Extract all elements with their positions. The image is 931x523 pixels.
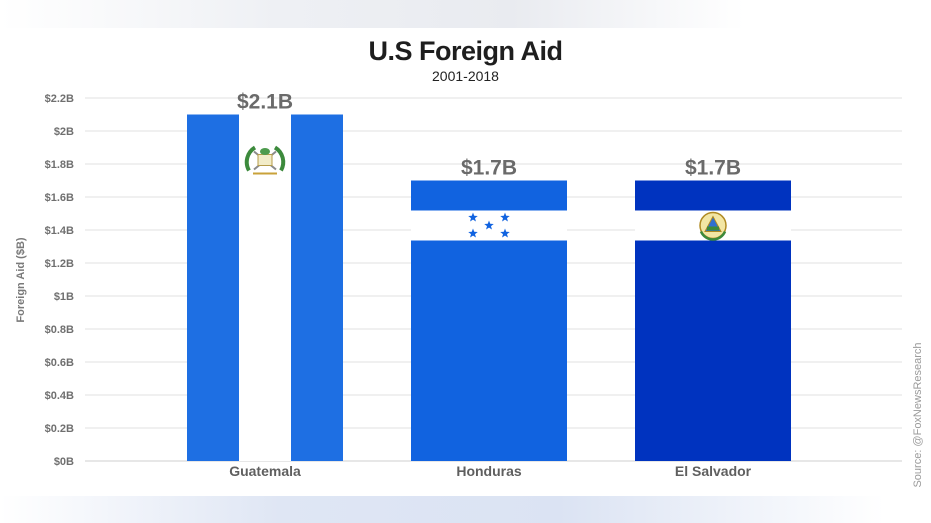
y-tick-label: $1.8B: [45, 159, 74, 171]
flag-stars-icon: [468, 212, 510, 238]
data-label: $1.7B: [461, 157, 517, 180]
bar-el-salvador: [635, 180, 791, 461]
coat-of-arms-icon: [699, 211, 727, 241]
top-band: [0, 0, 931, 28]
star-icon: [468, 228, 478, 238]
data-label: $2.1B: [237, 91, 293, 114]
chart-subtitle: 2001-2018: [432, 68, 499, 84]
y-tick-label: $0.2B: [45, 423, 74, 435]
star-icon: [468, 212, 478, 222]
x-tick-label: Guatemala: [229, 463, 301, 479]
flag-white-stripe: [239, 114, 291, 461]
y-tick-label: $0.6B: [45, 357, 74, 369]
y-tick-label: $0.4B: [45, 390, 74, 402]
data-label: $1.7B: [685, 157, 741, 180]
y-tick-label: $0B: [54, 456, 74, 468]
bars: [187, 114, 791, 461]
y-tick-label: $0.8B: [45, 324, 74, 336]
star-icon: [500, 212, 510, 222]
y-tick-label: $2B: [54, 126, 74, 138]
y-tick-label: $1.2B: [45, 258, 74, 270]
y-tick-label: $1B: [54, 291, 74, 303]
star-icon: [484, 220, 494, 230]
bottom-band: [0, 496, 931, 523]
star-icon: [500, 228, 510, 238]
labels: $0B $0.2B $0.4B $0.6B $0.8B $1B $1.2B $1.4B $1.6…: [45, 91, 752, 480]
bar-guatemala: [187, 114, 343, 461]
bar-honduras: [411, 180, 567, 461]
chart-title: U.S Foreign Aid: [368, 36, 564, 66]
y-tick-label: $2.2B: [45, 93, 74, 105]
x-tick-label: Honduras: [456, 463, 522, 479]
y-tick-label: $1.6B: [45, 192, 74, 204]
coat-of-arms-icon: [244, 145, 286, 175]
x-tick-label: El Salvador: [675, 463, 752, 479]
y-tick-label: $1.4B: [45, 225, 74, 237]
